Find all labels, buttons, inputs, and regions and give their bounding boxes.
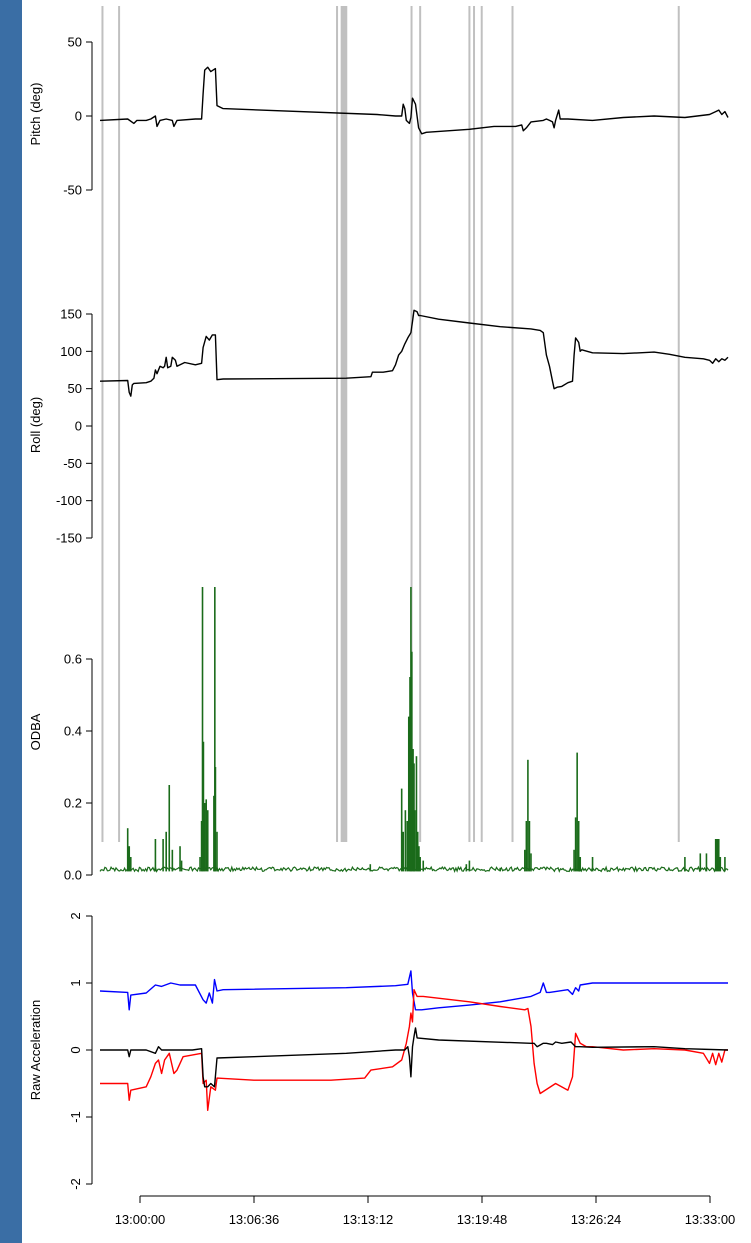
roll-series-0 (99, 309, 729, 397)
acc-series-2 (100, 1027, 729, 1088)
acc-y-tick-label: 1 (68, 979, 83, 986)
acc-y-tick-label: -2 (68, 1178, 83, 1190)
panel-raw-acceleration: Raw Acceleration -2 -1 0 1 2 13:00:00 13:06:36… (28, 912, 735, 1227)
pitch-y-tick-label: 50 (68, 35, 82, 50)
x-tick-label: 13:19:48 (457, 1212, 508, 1227)
roll-y-tick-label: -100 (56, 493, 82, 508)
odba-y-tick-label: 0.4 (64, 724, 82, 739)
x-tick-label: 13:26:24 (571, 1212, 622, 1227)
acc-series-0 (99, 970, 728, 1011)
odba-y-tick-label: 0.0 (64, 868, 82, 883)
acc-series-1 (100, 989, 728, 1111)
odba-y-tick-label: 0.2 (64, 796, 82, 811)
acc-y-tick-label: 0 (68, 1046, 83, 1053)
panel-pitch: Pitch (deg) -50 0 50 (28, 35, 729, 198)
pitch-ylabel: Pitch (deg) (28, 83, 43, 146)
pitch-y-tick-label: -50 (63, 183, 82, 198)
roll-ylabel: Roll (deg) (28, 397, 43, 453)
odba-ylabel: ODBA (28, 713, 43, 750)
odba-y-tick-label: 0.6 (64, 652, 82, 667)
acc-y-tick-label: -1 (68, 1111, 83, 1123)
event-lines (101, 6, 680, 842)
panel-roll: Roll (deg) -150 -100 -50 0 50 100 150 (28, 307, 729, 546)
roll-y-tick-label: 0 (75, 419, 82, 434)
x-tick-label: 13:33:00 (685, 1212, 736, 1227)
roll-y-tick-label: -50 (63, 456, 82, 471)
x-tick-label: 13:13:12 (343, 1212, 394, 1227)
roll-y-tick-label: 100 (60, 344, 82, 359)
roll-y-tick-label: -150 (56, 531, 82, 546)
acc-ylabel: Raw Acceleration (28, 1000, 43, 1100)
roll-y-tick-label: 50 (68, 381, 82, 396)
plot-panel (22, 0, 751, 1243)
pitch-y-tick-label: 0 (75, 109, 82, 124)
pitch-series-0 (99, 66, 729, 135)
x-tick-label: 13:06:36 (229, 1212, 280, 1227)
roll-y-tick-label: 150 (60, 307, 82, 322)
panel-odba: ODBA 0.0 0.2 0.4 0.6 (28, 587, 729, 883)
x-tick-label: 13:00:00 (115, 1212, 166, 1227)
acc-y-tick-label: 2 (68, 912, 83, 919)
